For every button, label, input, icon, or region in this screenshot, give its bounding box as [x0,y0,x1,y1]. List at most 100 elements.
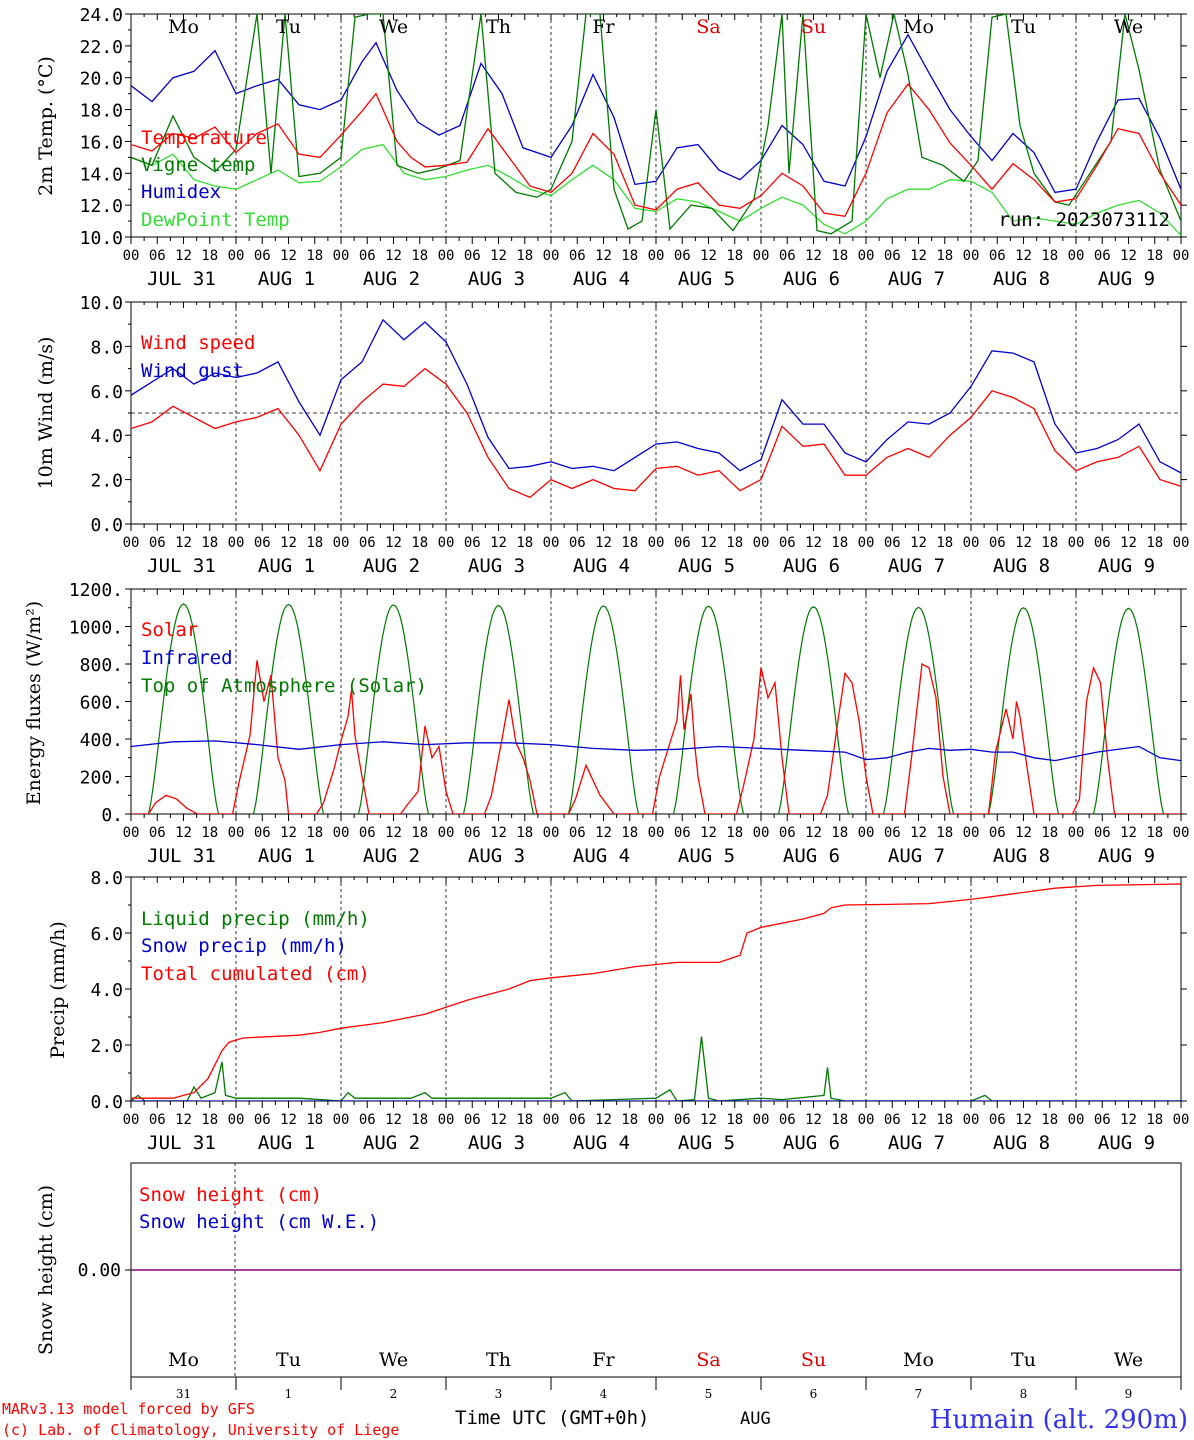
hour-tick-label: 00 [228,248,245,264]
hour-tick-label: 18 [1041,535,1058,551]
weekday-label: We [1114,1349,1143,1371]
hour-tick-label: 18 [201,248,218,264]
energy-series-lines [131,603,1181,814]
wind-panel: 0.0 2.0 4.0 6.0 8.0 10.0 00 06 12 18 JUL 31 00 06 12… [35,293,1189,577]
date-label: AUG 7 [888,555,945,577]
wind-y-axis-label: 10m Wind (m/s) [35,337,57,490]
footer: MARv3.13 model forced by GFS (c) Lab. of… [2,1400,1188,1439]
credit-line-2: (c) Lab. of Climatology, University of L… [2,1421,399,1439]
hour-tick-label: 06 [884,248,901,264]
hour-tick-label: 12 [595,248,612,264]
weekday-label: Fr [592,1349,615,1371]
hour-tick-label: 12 [280,825,297,841]
hour-tick-label: 00 [858,1112,875,1128]
hour-tick-label-final: 00 [1173,248,1190,264]
hour-tick-label: 06 [149,248,166,264]
hour-tick-label: 00 [543,825,560,841]
hour-tick-label: 00 [543,248,560,264]
hour-tick-label: 00 [333,825,350,841]
hour-tick-label: 18 [516,1112,533,1128]
legend-wind-gust: Wind gust [141,360,244,382]
legend-liquid-precip: Liquid precip (mm/h) [141,908,370,930]
weekday-label: Th [486,1349,511,1371]
hour-tick-label: 18 [726,248,743,264]
hour-tick-label: 06 [674,1112,691,1128]
hour-tick-label: 06 [674,825,691,841]
legend-snow-height: Snow height (cm) [139,1184,322,1206]
y-tick-label: 2.0 [90,1036,123,1057]
hour-tick-label: 12 [700,535,717,551]
hour-tick-label: 18 [621,825,638,841]
precip-day-gridlines [235,877,1077,1101]
legend-dewpoint-temp: DewPoint Temp [141,209,290,231]
hour-tick-label: 12 [700,1112,717,1128]
hour-tick-label: 06 [359,825,376,841]
hour-tick-label: 06 [779,248,796,264]
series-line-infrared [131,740,1181,762]
hour-tick-label: 12 [175,825,192,841]
hour-tick-label: 12 [1120,535,1137,551]
y-tick-label: 1200. [69,580,123,601]
hour-tick-label: 18 [726,535,743,551]
hour-tick-label: 12 [700,248,717,264]
y-tick-label: 22.0 [80,37,123,58]
series-line-dewpoint-temp [131,143,1181,236]
hour-tick-label: 00 [333,248,350,264]
precip-y-axis-label: Precip (mm/h) [47,921,69,1059]
hour-tick-label: 06 [989,535,1006,551]
y-tick-label: 800. [80,655,123,676]
hour-tick-label: 00 [228,1112,245,1128]
hour-tick-label: 12 [490,248,507,264]
series-line-temperature [131,83,1181,218]
hour-tick-label: 00 [648,535,665,551]
legend-wind-speed: Wind speed [141,332,255,354]
hour-tick-label: 18 [201,1112,218,1128]
temperature-y-ticks: 10.0 12.0 14.0 16.0 18.0 20.0 22.0 24.0 [80,5,1187,249]
hour-tick-label: 00 [963,825,980,841]
hour-tick-label: 18 [621,1112,638,1128]
hour-tick-label: 12 [280,1112,297,1128]
hour-tick-label: 18 [411,1112,428,1128]
hour-tick-label: 06 [1094,825,1111,841]
y-tick-label: 6.0 [90,382,123,403]
weekday-label: Sa [696,16,720,38]
y-tick-label: 10.0 [80,293,123,314]
precip-panel: 0.0 2.0 4.0 6.0 8.0 00 06 12 18 JUL 31 00 06 12 18 AU… [47,868,1189,1154]
snow-panel: 0.00 Snow height (cm) Snow height (cm) S… [35,1162,1182,1401]
date-label: AUG 8 [993,555,1050,577]
temperature-y-axis-label: 2m Temp. (°C) [35,56,57,196]
hour-tick-label: 18 [936,1112,953,1128]
energy-panel: 0. 200. 400. 600. 800. 1000. 1200. 00 06 12 18 JUL… [23,580,1189,867]
hour-tick-label: 00 [858,825,875,841]
day-number: 8 [1020,1387,1028,1401]
hour-tick-label: 18 [936,825,953,841]
date-label: AUG 6 [783,1132,840,1154]
hour-tick-label: 18 [1041,248,1058,264]
hour-tick-label: 18 [726,825,743,841]
day-number: 5 [705,1387,713,1401]
hour-tick-label: 00 [1068,248,1085,264]
hour-tick-label: 18 [831,535,848,551]
energy-y-ticks: 0. 200. 400. 600. 800. 1000. 1200. [69,580,1187,826]
run-label: run: 2023073112 [998,209,1170,231]
date-label: JUL 31 [147,555,216,577]
hour-tick-label: 00 [438,825,455,841]
hour-tick-label: 18 [1146,248,1163,264]
day-number: 6 [810,1387,818,1401]
legend-temperature: Temperature [141,127,267,149]
y-tick-label: 200. [80,768,123,789]
y-tick-label: 8.0 [90,337,123,358]
hour-tick-label: 06 [989,1112,1006,1128]
hour-tick-label: 00 [123,825,140,841]
hour-tick-label: 12 [910,248,927,264]
hour-tick-label: 12 [805,248,822,264]
hour-tick-label: 18 [411,248,428,264]
hour-tick-label: 12 [280,248,297,264]
hour-tick-label: 06 [779,825,796,841]
y-tick-label: 2.0 [90,471,123,492]
y-tick-label: 400. [80,730,123,751]
hour-tick-label: 06 [989,248,1006,264]
date-label: AUG 3 [468,268,525,290]
y-tick-label: 8.0 [90,868,123,889]
hour-tick-label: 18 [516,248,533,264]
